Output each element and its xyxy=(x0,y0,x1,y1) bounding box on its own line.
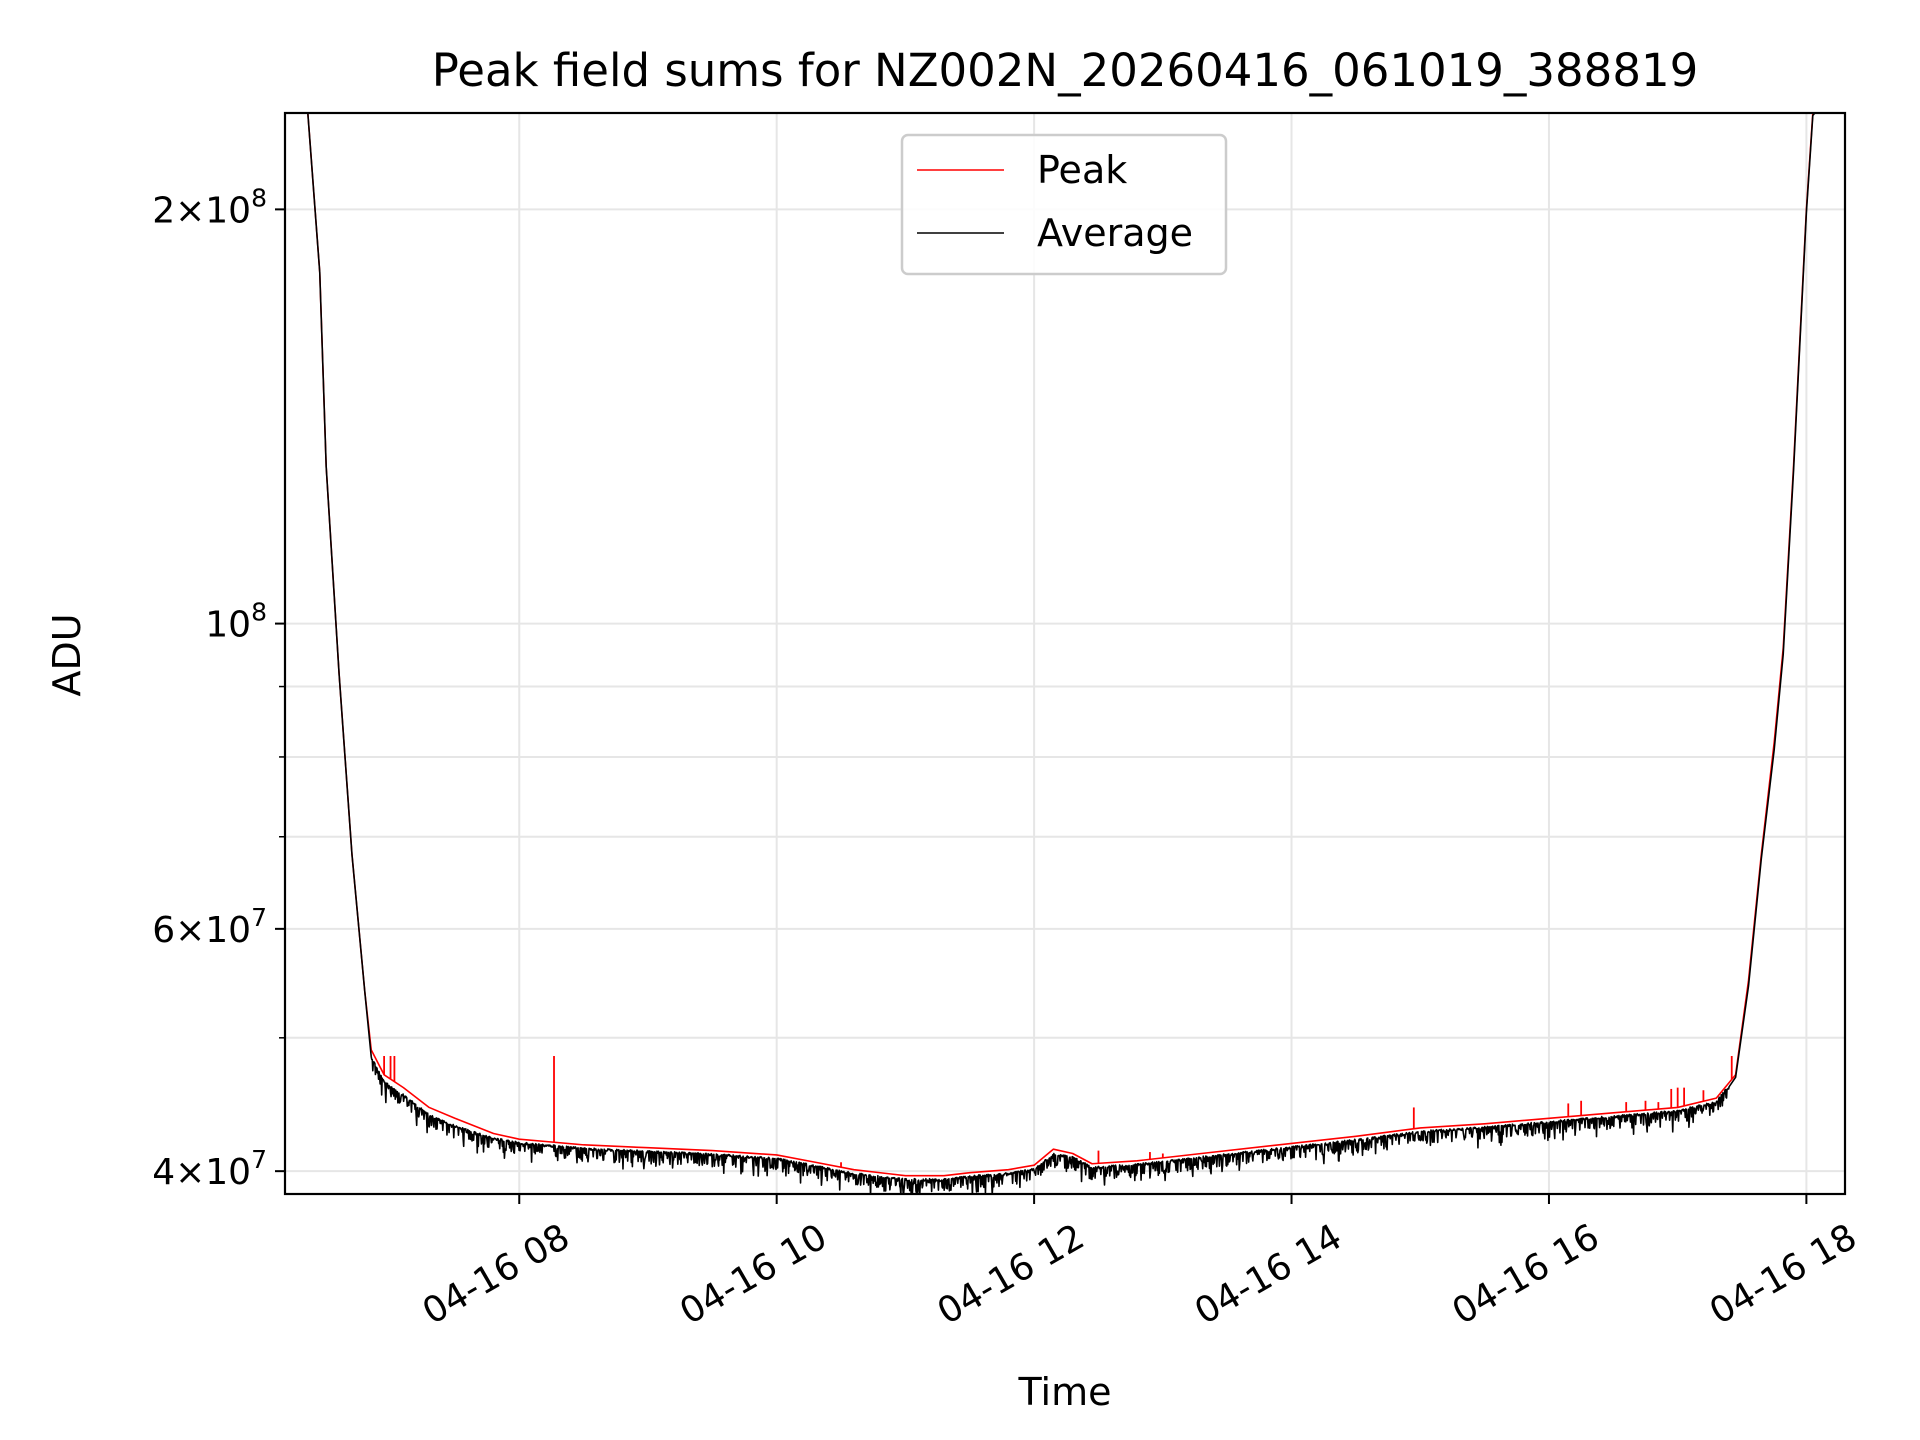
legend: Peak Average xyxy=(900,133,1228,276)
y-tick-label: 108 xyxy=(205,598,267,646)
legend-average-label: Average xyxy=(1037,211,1193,255)
y-tick-label: 4×107 xyxy=(152,1145,267,1193)
y-axis: 4×107 6×107 108 2×108 xyxy=(152,183,285,1193)
y-axis-label: ADU xyxy=(45,613,89,696)
series-average-line xyxy=(307,113,1816,1194)
legend-peak-label: Peak xyxy=(1037,148,1127,192)
x-axis-label: Time xyxy=(1018,1370,1112,1414)
chart-title: Peak field sums for NZ002N_20260416_0610… xyxy=(432,44,1698,97)
plot-frame xyxy=(283,111,1847,1196)
y-tick-label: 6×107 xyxy=(152,903,267,951)
y-tick-label: 2×108 xyxy=(152,183,267,231)
series-layer xyxy=(307,113,1816,1194)
